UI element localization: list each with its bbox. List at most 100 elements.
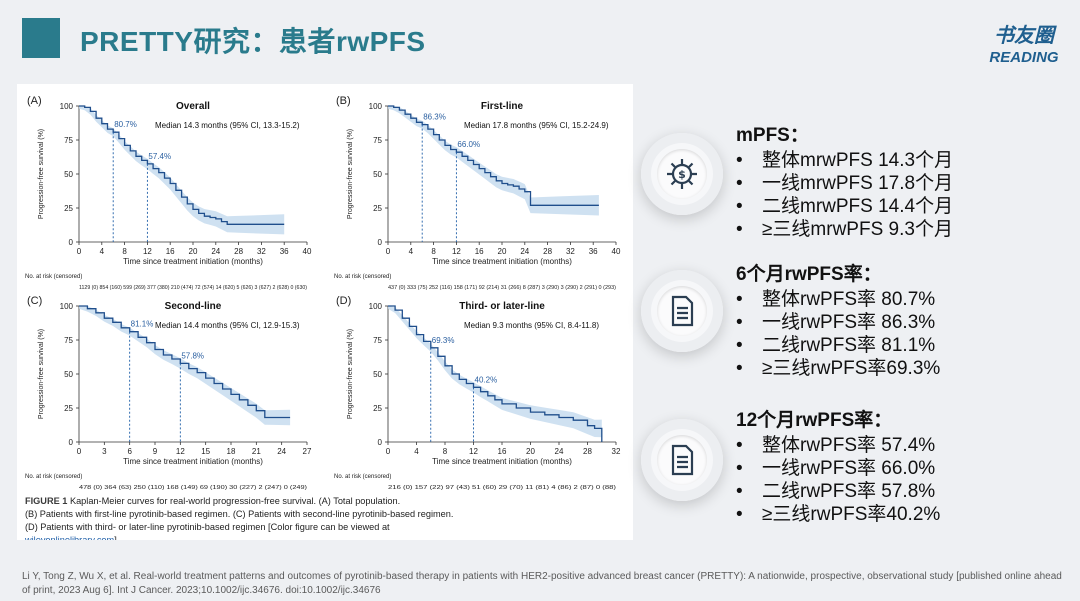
section-heading: 6个月rwPFS率： (736, 264, 882, 285)
x-tick-label: 8 (443, 447, 448, 456)
panel-title: Third- or later-line (459, 301, 545, 312)
x-tick-label: 12 (143, 247, 152, 256)
list-item: 二线mrwPFS 14.4个月 (736, 195, 953, 218)
x-tick-label: 36 (280, 247, 289, 256)
survival-curve (79, 305, 291, 419)
panel-title: Overall (176, 101, 210, 112)
risk-values: 216 (0) 157 (22) 97 (43) 51 (60) 29 (70)… (388, 485, 617, 491)
x-tick-label: 16 (166, 247, 175, 256)
icon-circle-3 (641, 419, 723, 501)
x-tick-label: 0 (386, 447, 391, 456)
y-tick-label: 50 (64, 370, 73, 379)
panel-letter: (A) (27, 95, 42, 107)
x-tick-label: 12 (176, 447, 185, 456)
x-tick-label: 0 (77, 447, 82, 456)
month-6-label: 69.3% (432, 336, 455, 345)
x-axis-label: Time since treatment initiation (months) (432, 457, 572, 466)
risk-label: No. at risk (censored) (25, 274, 82, 280)
survival-curve (388, 105, 599, 206)
km-panel: (C) Second-line Median 14.4 months (95% CI… (25, 295, 312, 491)
y-tick-label: 50 (64, 170, 73, 179)
y-axis-label: Progression-free survival (%) (38, 329, 45, 419)
risk-values: 437 (0) 333 (75) 252 (116) 158 (171) 92 … (388, 285, 616, 291)
x-tick-label: 18 (227, 447, 236, 456)
caption-end: ] (114, 535, 117, 540)
x-tick-label: 27 (303, 447, 312, 456)
list-item: ≥三线rwPFS率69.3% (736, 357, 940, 380)
caption-link[interactable]: wileyonlinelibrary.com (24, 535, 115, 545)
median-label: Median 17.8 months (95% CI, 15.2-24.9) (464, 121, 609, 130)
section-heading: mPFS： (736, 125, 809, 146)
y-tick-label: 75 (373, 136, 382, 145)
y-tick-label: 50 (373, 370, 382, 379)
citation: Li Y, Tong Z, Wu X, et al. Real-world tr… (22, 571, 1062, 596)
title-accent-bar (22, 18, 60, 58)
ci-band (79, 306, 291, 426)
list-item: 整体rwPFS率 80.7% (736, 288, 940, 311)
x-tick-label: 16 (475, 247, 484, 256)
caption-line: (B) Patients with first-line pyrotinib-b… (25, 509, 453, 519)
icon-circle-1: $ (641, 133, 723, 215)
x-tick-label: 8 (122, 247, 127, 256)
icon-circle-2 (641, 270, 723, 352)
x-tick-label: 28 (583, 447, 592, 456)
caption-line: (D) Patients with third- or later-line p… (25, 522, 390, 532)
page-title: PRETTY研究：患者rwPFS (80, 26, 426, 57)
y-tick-label: 75 (64, 336, 73, 345)
risk-values: 1129 (0) 854 (160) 599 (269) 377 (380) 2… (79, 285, 307, 291)
six-month-section: 6个月rwPFS率： 整体rwPFS率 80.7% 一线rwPFS率 86.3%… (736, 259, 940, 380)
month-6-label: 80.7% (114, 120, 137, 129)
panel-letter: (C) (27, 295, 42, 307)
x-tick-label: 36 (589, 247, 598, 256)
ci-band (388, 306, 602, 442)
month-12-label: 57.8% (181, 351, 204, 360)
x-tick-label: 24 (211, 247, 220, 256)
x-tick-label: 32 (612, 447, 621, 456)
y-tick-label: 100 (60, 102, 74, 111)
x-axis-label: Time since treatment initiation (months) (123, 257, 263, 266)
list-item: 二线rwPFS率 57.8% (736, 480, 940, 503)
caption-line: Kaplan-Meier curves for real-world progr… (70, 496, 400, 506)
month-6-label: 81.1% (131, 320, 154, 329)
month-6-label: 86.3% (423, 113, 446, 122)
panel-title: Second-line (165, 301, 222, 312)
x-tick-label: 12 (469, 447, 478, 456)
panel-letter: (B) (336, 95, 351, 107)
month-12-label: 40.2% (475, 375, 498, 384)
y-tick-label: 25 (64, 404, 73, 413)
gear-dollar-icon: $ (667, 159, 697, 189)
month-12-label: 57.4% (148, 152, 171, 161)
x-tick-label: 0 (386, 247, 391, 256)
month-12-label: 66.0% (457, 140, 480, 149)
x-tick-label: 40 (303, 247, 312, 256)
x-tick-label: 4 (100, 247, 105, 256)
y-tick-label: 100 (369, 102, 383, 111)
x-tick-label: 20 (189, 247, 198, 256)
y-tick-label: 25 (64, 204, 73, 213)
km-panel: (D) Third- or later-line Median 9.3 months… (334, 295, 621, 491)
median-label: Median 14.3 months (95% CI, 13.3-15.2) (155, 121, 300, 130)
risk-label: No. at risk (censored) (25, 474, 82, 480)
y-axis-label: Progression-free survival (%) (38, 129, 45, 219)
x-tick-label: 4 (414, 447, 419, 456)
y-tick-label: 0 (69, 238, 74, 247)
section-heading: 12个月rwPFS率： (736, 410, 893, 431)
x-tick-label: 4 (409, 247, 414, 256)
y-tick-label: 100 (60, 302, 74, 311)
list-item: 二线rwPFS率 81.1% (736, 334, 940, 357)
y-tick-label: 0 (378, 238, 383, 247)
panel-title: First-line (481, 101, 524, 112)
survival-curve (388, 305, 603, 442)
km-figure: (A) Overall Median 14.3 months (95% CI, 13… (24, 95, 621, 545)
y-axis-label: Progression-free survival (%) (347, 129, 354, 219)
x-tick-label: 3 (102, 447, 107, 456)
logo: 书友圈 READING (989, 23, 1059, 66)
y-tick-label: 0 (69, 438, 74, 447)
median-label: Median 9.3 months (95% CI, 8.4-11.8) (464, 321, 599, 330)
y-tick-label: 0 (378, 438, 383, 447)
km-panel: (A) Overall Median 14.3 months (95% CI, 13… (25, 95, 312, 291)
y-tick-label: 75 (373, 336, 382, 345)
logo-bottom-text: READING (989, 49, 1059, 66)
x-tick-label: 32 (257, 247, 266, 256)
x-tick-label: 15 (201, 447, 210, 456)
